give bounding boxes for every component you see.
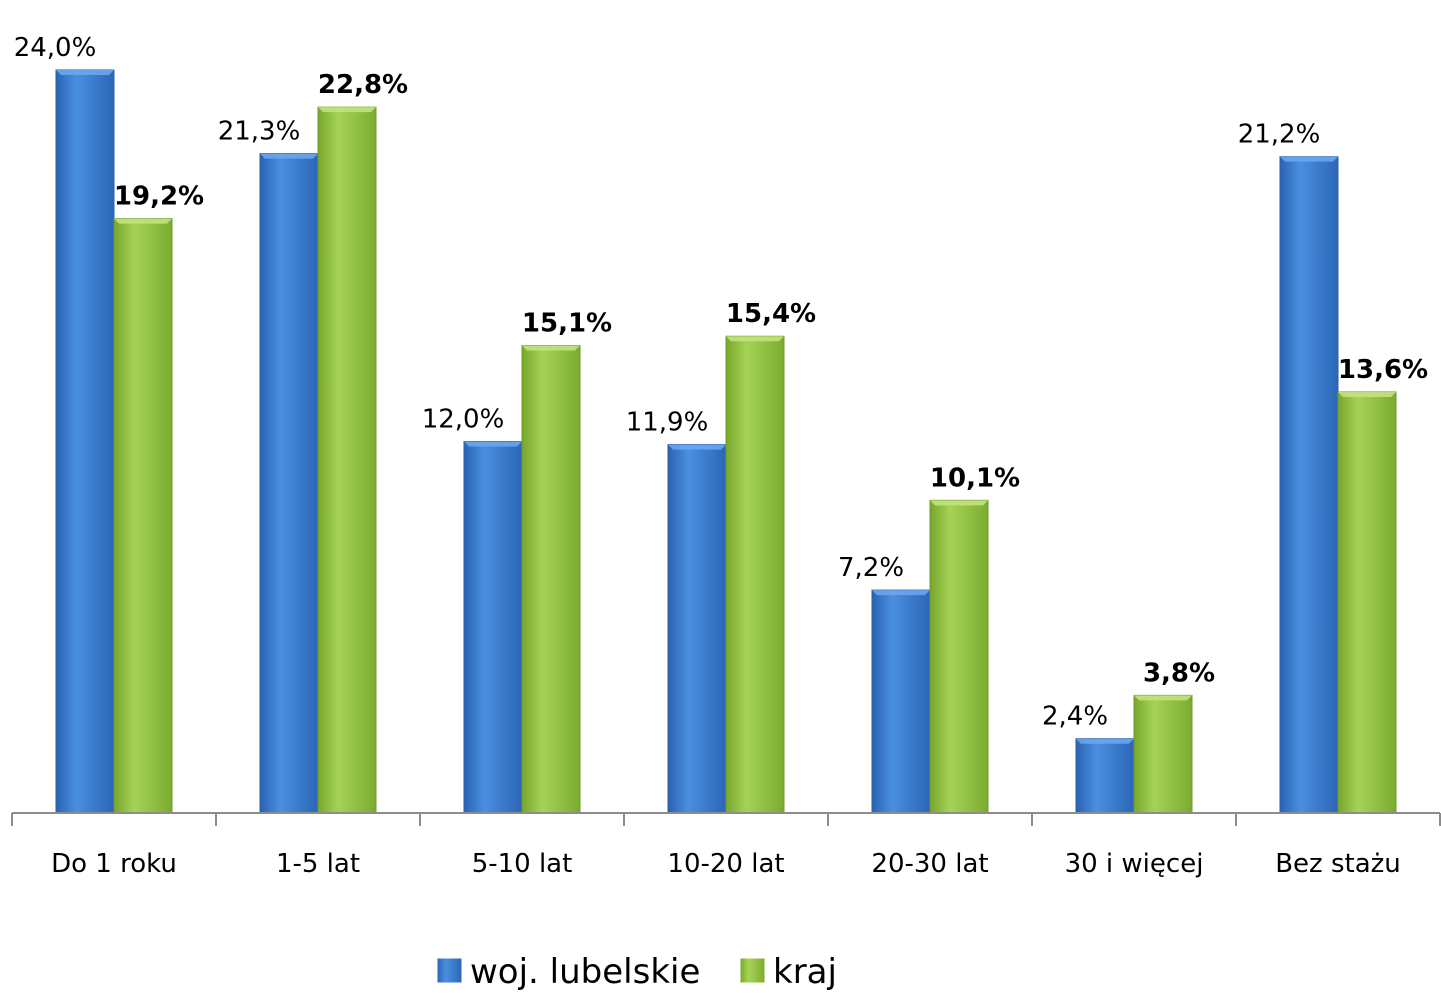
data-label-woj-lubelskie-bez-stażu: 21,2% xyxy=(1238,120,1321,150)
legend-label-kraj: kraj xyxy=(773,952,837,992)
value-labels-layer: 24,0% 19,2% 21,3% 22,8% 12,0% 15,1% 11,9% 15,4%… xyxy=(14,33,1428,732)
bar-cap-kraj-bez-stażu xyxy=(1338,391,1396,397)
data-label-kraj-do-1-roku: 19,2% xyxy=(114,182,204,212)
bar-woj-lubelskie-5-10-lat xyxy=(463,441,523,814)
x-tick-label-bez-stażu: Bez stażu xyxy=(1275,849,1401,879)
bar-kraj-5-10-lat xyxy=(521,345,581,814)
bar-cap-kraj-10-20-lat xyxy=(726,336,784,342)
x-tick-label-20-30-lat: 20-30 lat xyxy=(871,849,988,879)
bar-kraj-1-5-lat xyxy=(317,106,377,814)
data-label-kraj-30-i-więcej: 3,8% xyxy=(1143,658,1215,688)
bar-woj-lubelskie-1-5-lat xyxy=(259,153,319,814)
bars-layer xyxy=(55,69,1397,814)
bar-cap-woj-lubelskie-5-10-lat xyxy=(464,441,522,447)
data-label-woj-lubelskie-5-10-lat: 12,0% xyxy=(422,405,505,435)
bar-kraj-10-20-lat xyxy=(725,335,785,814)
bar-cap-kraj-1-5-lat xyxy=(318,107,376,113)
x-tick-label-1-5-lat: 1-5 lat xyxy=(276,849,360,879)
bar-kraj-30-i-więcej xyxy=(1133,694,1193,814)
bar-kraj-do-1-roku xyxy=(113,218,173,814)
data-label-kraj-5-10-lat: 15,1% xyxy=(522,309,612,339)
bar-woj-lubelskie-10-20-lat xyxy=(667,444,727,814)
data-label-woj-lubelskie-30-i-więcej: 2,4% xyxy=(1042,702,1108,732)
x-tick-label-do-1-roku: Do 1 roku xyxy=(51,849,177,879)
bar-woj-lubelskie-do-1-roku xyxy=(55,69,115,814)
bar-cap-kraj-5-10-lat xyxy=(522,345,580,351)
bar-kraj-20-30-lat xyxy=(929,499,989,814)
bar-cap-kraj-30-i-więcej xyxy=(1134,695,1192,701)
legend-swatch-woj-lubelskie xyxy=(436,957,463,984)
data-label-kraj-bez-stażu: 13,6% xyxy=(1338,355,1428,385)
legend: woj. lubelskie kraj xyxy=(436,952,837,992)
data-label-woj-lubelskie-20-30-lat: 7,2% xyxy=(838,553,904,583)
data-label-kraj-20-30-lat: 10,1% xyxy=(930,463,1020,493)
x-tick-label-30-i-więcej: 30 i więcej xyxy=(1065,849,1204,879)
data-label-kraj-10-20-lat: 15,4% xyxy=(726,299,816,329)
legend-label-woj-lubelskie: woj. lubelskie xyxy=(470,952,700,992)
bar-woj-lubelskie-30-i-więcej xyxy=(1075,738,1135,814)
bar-cap-woj-lubelskie-30-i-więcej xyxy=(1076,738,1134,744)
x-tick-label-10-20-lat: 10-20 lat xyxy=(667,849,784,879)
bar-cap-kraj-20-30-lat xyxy=(930,500,988,506)
data-label-kraj-1-5-lat: 22,8% xyxy=(318,70,408,100)
bar-woj-lubelskie-bez-stażu xyxy=(1279,156,1339,814)
legend-swatch-kraj xyxy=(739,957,766,984)
x-axis-ticks xyxy=(11,813,1441,826)
bar-cap-kraj-do-1-roku xyxy=(114,218,172,224)
bar-cap-woj-lubelskie-bez-stażu xyxy=(1280,156,1338,162)
data-label-woj-lubelskie-10-20-lat: 11,9% xyxy=(626,408,709,438)
bar-cap-woj-lubelskie-10-20-lat xyxy=(668,444,726,450)
bar-cap-woj-lubelskie-1-5-lat xyxy=(260,153,318,159)
bar-woj-lubelskie-20-30-lat xyxy=(871,589,931,814)
bar-cap-woj-lubelskie-do-1-roku xyxy=(56,70,114,75)
x-tick-label-5-10-lat: 5-10 lat xyxy=(472,849,573,879)
data-label-woj-lubelskie-do-1-roku: 24,0% xyxy=(14,33,97,63)
bar-cap-woj-lubelskie-20-30-lat xyxy=(872,590,930,596)
x-axis-tick-labels: Do 1 roku 1-5 lat 5-10 lat 10-20 lat 20-30 l… xyxy=(51,849,1401,879)
data-label-woj-lubelskie-1-5-lat: 21,3% xyxy=(218,117,301,147)
bar-kraj-bez-stażu xyxy=(1337,391,1397,814)
